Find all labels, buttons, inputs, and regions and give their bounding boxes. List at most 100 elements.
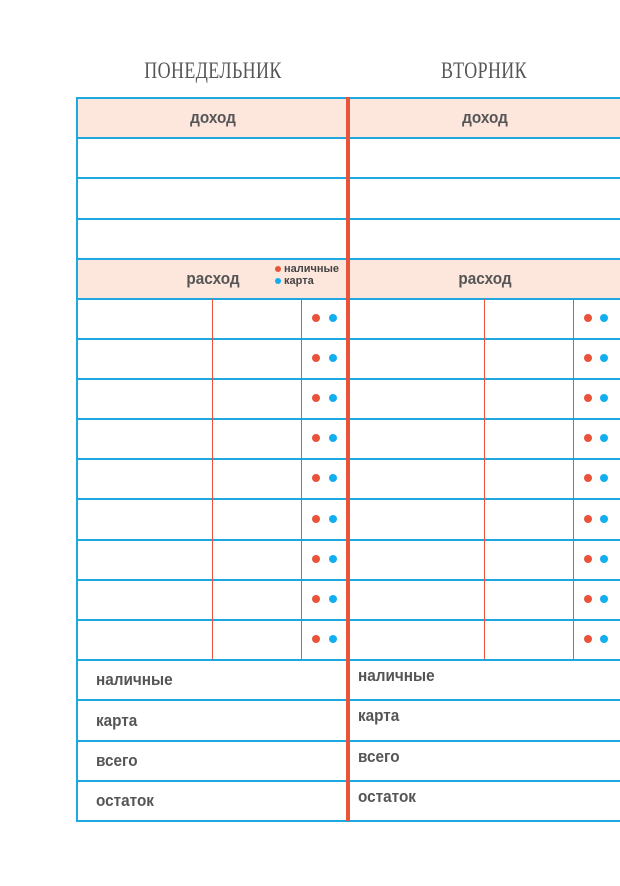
expense-entry-cell[interactable] — [213, 300, 301, 338]
legend-cash-label: наличные — [284, 263, 340, 275]
expense-entry-cell[interactable] — [213, 501, 301, 539]
expense-entry-cell[interactable] — [350, 581, 484, 619]
expense-entry-cell[interactable] — [485, 340, 573, 378]
cash-toggle-dot[interactable] — [584, 555, 592, 563]
expense-entry-cell[interactable] — [350, 420, 484, 458]
expense-entry-cell[interactable] — [213, 581, 301, 619]
expense-entry-cell[interactable] — [78, 621, 212, 659]
column-divider — [212, 299, 213, 659]
day-title-monday: ПОНЕДЕЛЬНИК — [144, 58, 282, 83]
cash-toggle-dot[interactable] — [312, 314, 320, 322]
card-toggle-dot[interactable] — [329, 555, 337, 563]
expense-entry-cell[interactable] — [213, 420, 301, 458]
cash-toggle-dot[interactable] — [584, 635, 592, 643]
expense-entry-cell[interactable] — [350, 541, 484, 579]
expense-entry-cell[interactable] — [213, 621, 301, 659]
summary-cash: наличные — [358, 666, 435, 685]
cash-toggle-dot[interactable] — [584, 474, 592, 482]
expense-entry-cell[interactable] — [485, 380, 573, 418]
card-toggle-dot[interactable] — [600, 314, 608, 322]
legend-card: карта — [275, 275, 339, 287]
payment-legend: наличные карта — [275, 263, 339, 287]
legend-card-label: карта — [284, 275, 314, 287]
summary-cash: наличные — [96, 670, 173, 689]
expense-entry-cell[interactable] — [350, 460, 484, 498]
card-toggle-dot[interactable] — [600, 474, 608, 482]
row-line — [76, 820, 620, 822]
expense-entry-cell[interactable] — [78, 380, 212, 418]
card-toggle-dot[interactable] — [600, 394, 608, 402]
card-toggle-dot[interactable] — [600, 515, 608, 523]
summary-total: всего — [96, 751, 138, 770]
cash-toggle-dot[interactable] — [312, 595, 320, 603]
expense-entry-cell[interactable] — [350, 300, 484, 338]
left-border — [76, 97, 78, 821]
cash-dot-icon — [275, 266, 281, 273]
card-toggle-dot[interactable] — [329, 474, 337, 482]
card-toggle-dot[interactable] — [329, 394, 337, 402]
expense-entry-cell[interactable] — [485, 541, 573, 579]
cash-toggle-dot[interactable] — [584, 515, 592, 523]
day-divider — [346, 97, 350, 821]
income-header-monday: доход — [190, 108, 236, 127]
expense-header-monday: расход — [186, 269, 240, 288]
cash-toggle-dot[interactable] — [584, 434, 592, 442]
expense-entry-cell[interactable] — [485, 581, 573, 619]
card-toggle-dot[interactable] — [600, 595, 608, 603]
expense-entry-cell[interactable] — [485, 621, 573, 659]
day-title-tuesday: ВТОРНИК — [441, 58, 527, 83]
card-toggle-dot[interactable] — [600, 434, 608, 442]
expense-entry-cell[interactable] — [485, 420, 573, 458]
expense-entry-cell[interactable] — [350, 621, 484, 659]
summary-card: карта — [96, 711, 138, 730]
card-toggle-dot[interactable] — [329, 354, 337, 362]
summary-card: карта — [358, 706, 400, 725]
expense-entry-cell[interactable] — [350, 340, 484, 378]
cash-toggle-dot[interactable] — [584, 354, 592, 362]
cash-toggle-dot[interactable] — [312, 394, 320, 402]
cash-toggle-dot[interactable] — [312, 515, 320, 523]
cash-toggle-dot[interactable] — [584, 595, 592, 603]
column-divider — [573, 299, 574, 659]
cash-toggle-dot[interactable] — [312, 354, 320, 362]
expense-entry-cell[interactable] — [213, 340, 301, 378]
summary-balance: остаток — [96, 791, 154, 810]
expense-entry-cell[interactable] — [350, 380, 484, 418]
column-divider — [301, 299, 302, 659]
cash-toggle-dot[interactable] — [312, 635, 320, 643]
summary-total: всего — [358, 747, 400, 766]
cash-toggle-dot[interactable] — [584, 394, 592, 402]
card-toggle-dot[interactable] — [600, 555, 608, 563]
legend-cash: наличные — [275, 263, 339, 275]
expense-entry-cell[interactable] — [485, 300, 573, 338]
expense-entry-cell[interactable] — [78, 340, 212, 378]
cash-toggle-dot[interactable] — [312, 555, 320, 563]
cash-toggle-dot[interactable] — [584, 314, 592, 322]
card-toggle-dot[interactable] — [329, 595, 337, 603]
expense-entry-cell[interactable] — [213, 380, 301, 418]
card-toggle-dot[interactable] — [329, 314, 337, 322]
expense-entry-cell[interactable] — [485, 501, 573, 539]
expense-entry-cell[interactable] — [78, 541, 212, 579]
card-dot-icon — [275, 278, 281, 285]
expense-entry-cell[interactable] — [78, 501, 212, 539]
expense-entry-cell[interactable] — [78, 300, 212, 338]
expense-entry-cell[interactable] — [485, 460, 573, 498]
expense-entry-cell[interactable] — [78, 460, 212, 498]
expense-header-tuesday: расход — [458, 269, 512, 288]
card-toggle-dot[interactable] — [329, 635, 337, 643]
expense-entry-cell[interactable] — [213, 460, 301, 498]
expense-entry-cell[interactable] — [213, 541, 301, 579]
card-toggle-dot[interactable] — [600, 635, 608, 643]
summary-balance: остаток — [358, 787, 416, 806]
card-toggle-dot[interactable] — [329, 515, 337, 523]
card-toggle-dot[interactable] — [329, 434, 337, 442]
column-divider — [484, 299, 485, 659]
cash-toggle-dot[interactable] — [312, 474, 320, 482]
cash-toggle-dot[interactable] — [312, 434, 320, 442]
expense-entry-cell[interactable] — [78, 581, 212, 619]
card-toggle-dot[interactable] — [600, 354, 608, 362]
expense-entry-cell[interactable] — [78, 420, 212, 458]
expense-entry-cell[interactable] — [350, 501, 484, 539]
